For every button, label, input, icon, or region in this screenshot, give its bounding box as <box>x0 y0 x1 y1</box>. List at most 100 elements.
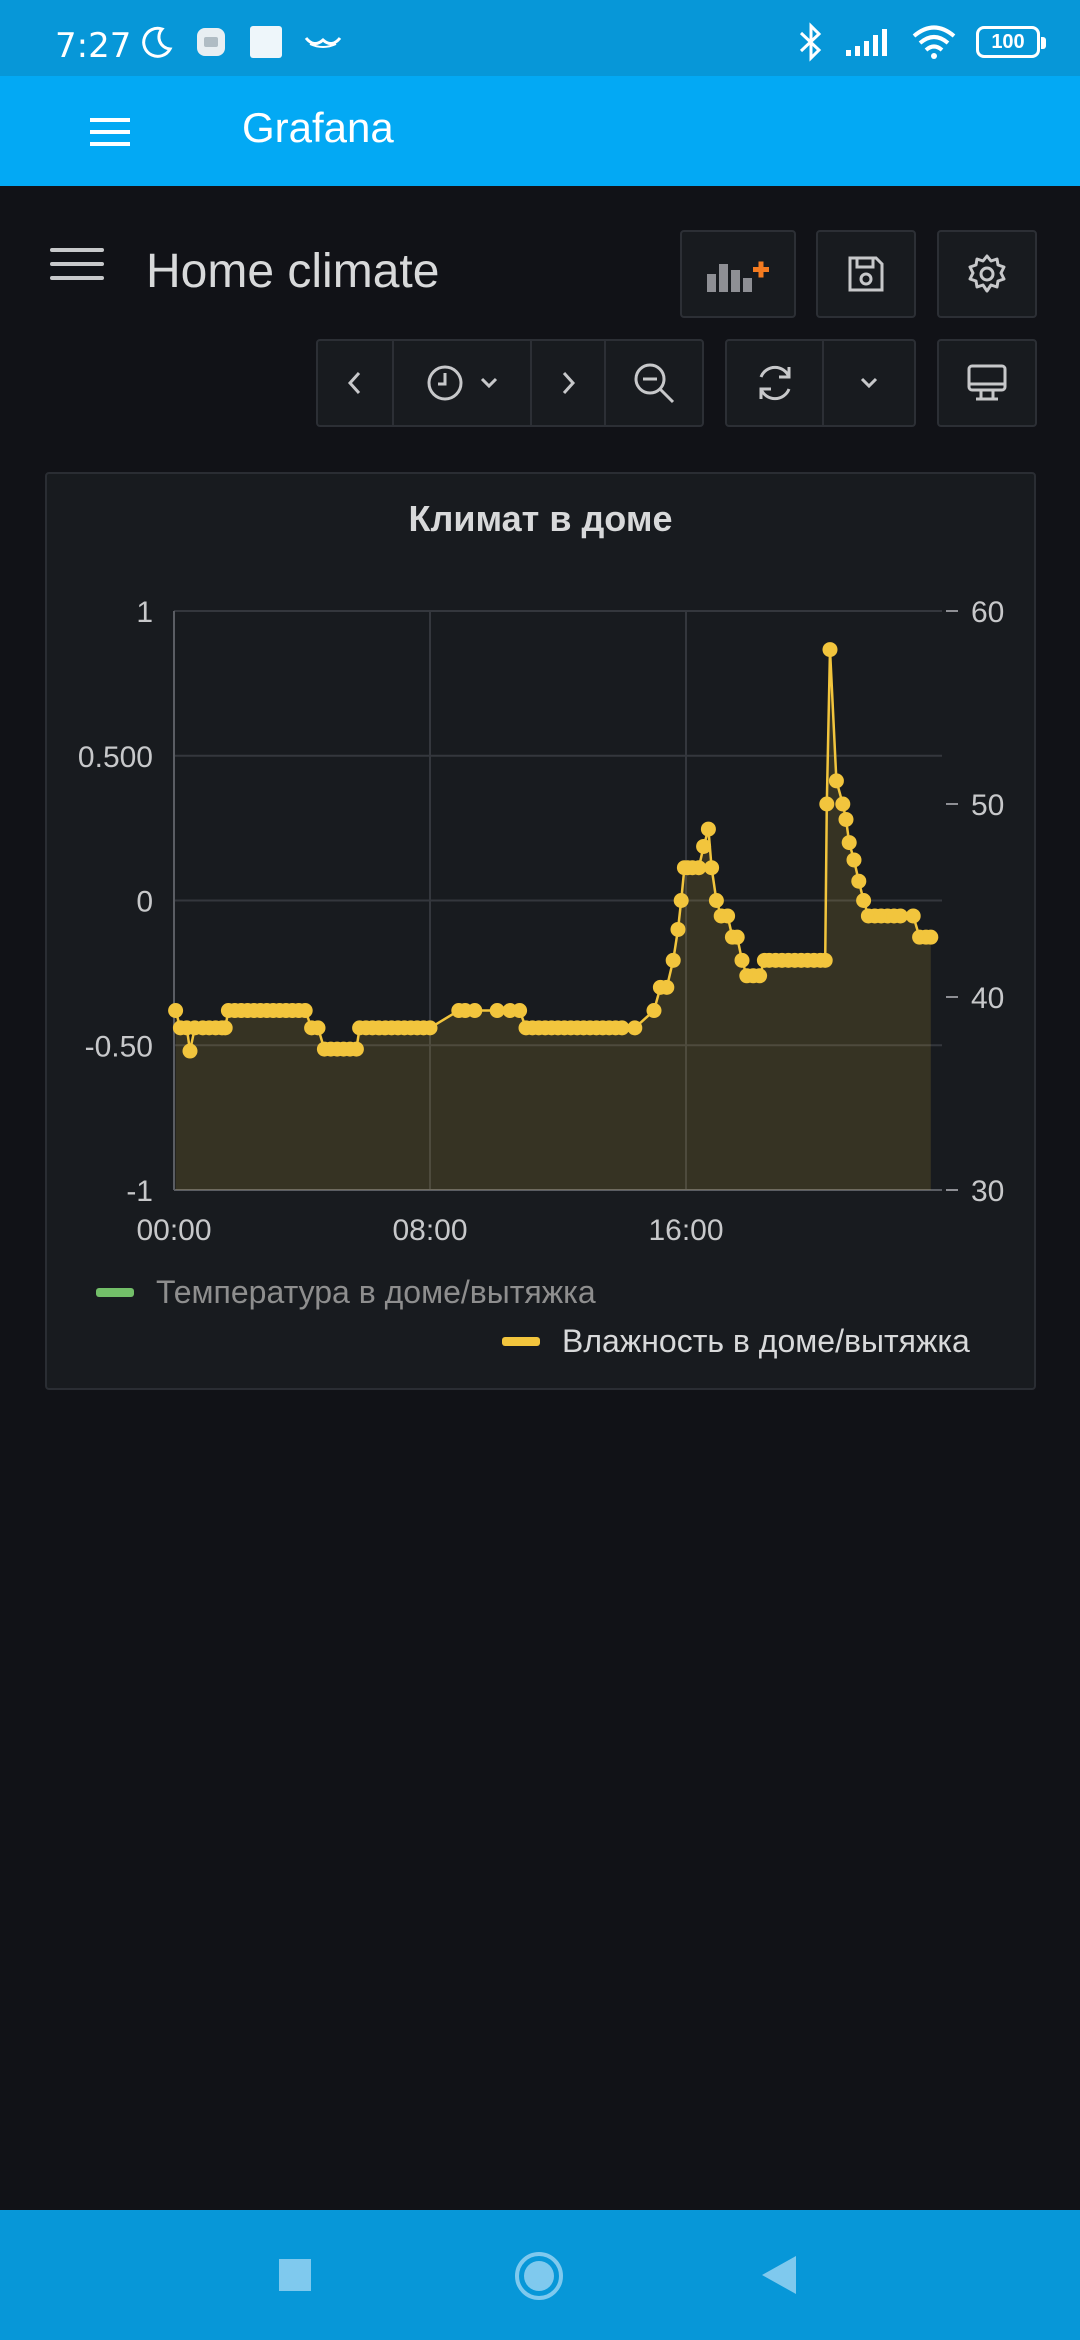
legend-swatch-temperature <box>96 1288 134 1297</box>
y-left-tick-label: 1 <box>136 596 153 629</box>
data-point <box>752 968 768 984</box>
climate-chart[interactable]: 1 0.500 0 -0.50 -1 00:00 08:00 16:00 60 50 40 30 <box>47 474 1038 1392</box>
time-forward-button[interactable] <box>532 341 606 425</box>
tv-mode-button[interactable] <box>937 339 1037 427</box>
bluetooth-icon <box>799 22 822 62</box>
data-point <box>822 642 838 658</box>
data-point <box>614 1020 630 1036</box>
zoom-out-icon <box>634 363 675 404</box>
chevron-down-icon <box>480 377 498 389</box>
back-icon[interactable] <box>760 2254 798 2296</box>
data-point <box>851 873 867 889</box>
status-bar: 7:27 100 <box>0 0 1080 76</box>
time-picker-group <box>316 339 704 427</box>
clock-icon <box>427 365 463 401</box>
y-right-tick-label: 50 <box>971 789 1004 822</box>
data-point <box>348 1041 364 1057</box>
panel-title[interactable]: Климат в доме <box>408 498 673 539</box>
data-point <box>489 1003 505 1019</box>
legend-item-temperature[interactable]: Температура в доме/вытяжка <box>96 1274 596 1311</box>
legend-label-humidity: Влажность в доме/вытяжка <box>562 1323 970 1359</box>
data-point <box>734 952 750 968</box>
time-forward-icon <box>562 371 576 395</box>
data-point <box>841 835 857 851</box>
data-point <box>838 811 854 827</box>
legend-swatch-humidity <box>502 1337 540 1346</box>
square-notification-icon <box>250 26 282 58</box>
x-tick-label: 00:00 <box>136 1214 211 1247</box>
time-back-button[interactable] <box>318 341 394 425</box>
data-point <box>819 796 835 812</box>
app-title: Grafana <box>242 104 394 151</box>
data-point <box>659 979 675 995</box>
moon-icon <box>142 26 173 58</box>
data-point <box>720 908 736 924</box>
y-right-tick-label: 60 <box>971 596 1004 629</box>
hamburger-menu-icon[interactable] <box>85 112 135 152</box>
data-point <box>704 860 720 876</box>
save-icon <box>848 256 884 292</box>
save-dashboard-button[interactable] <box>816 230 916 318</box>
home-icon[interactable] <box>513 2250 565 2302</box>
x-tick-label: 16:00 <box>648 1214 723 1247</box>
time-range-button[interactable] <box>394 341 532 425</box>
y-right-tick-label: 30 <box>971 1175 1004 1208</box>
data-point <box>700 821 716 837</box>
refresh-button[interactable] <box>727 341 824 425</box>
data-point <box>310 1020 326 1036</box>
y-left-tick-label: -0.50 <box>85 1030 153 1063</box>
data-point <box>691 860 707 876</box>
data-point <box>817 952 833 968</box>
data-point <box>217 1020 233 1036</box>
data-point <box>696 838 712 854</box>
y-right-tick-label: 40 <box>971 982 1004 1015</box>
signal-icon <box>846 29 887 56</box>
data-point <box>729 929 745 945</box>
series-area-1 <box>175 649 931 1190</box>
data-point <box>512 1003 528 1019</box>
mustache-icon <box>304 37 342 48</box>
recent-apps-icon[interactable] <box>278 2258 312 2292</box>
y-left-tick-label: 0 <box>136 886 153 919</box>
time-back-icon <box>347 371 361 395</box>
wifi-icon <box>912 25 956 59</box>
navigation-bar <box>0 2210 1080 2340</box>
notification-icon <box>197 28 225 56</box>
y-left-tick-label: 0.500 <box>78 741 153 774</box>
data-point <box>297 1003 313 1019</box>
dashboard-settings-button[interactable] <box>937 230 1037 318</box>
data-point <box>670 921 686 937</box>
add-panel-button[interactable] <box>680 230 796 318</box>
refresh-group <box>725 339 916 427</box>
legend-label-temperature: Температура в доме/вытяжка <box>156 1274 596 1310</box>
refresh-interval-button[interactable] <box>824 341 914 425</box>
y-left-tick-label: -1 <box>126 1175 153 1208</box>
zoom-out-button[interactable] <box>606 341 702 425</box>
data-point <box>665 952 681 968</box>
data-point <box>422 1020 438 1036</box>
data-point <box>467 1003 483 1019</box>
app-bar: Grafana <box>0 76 1080 186</box>
status-time: 7:27 <box>55 26 132 66</box>
refresh-icon <box>759 365 790 401</box>
battery-indicator: 100 <box>976 26 1046 58</box>
data-point <box>856 893 872 908</box>
data-point <box>182 1043 198 1059</box>
tv-mode-icon <box>967 364 1007 401</box>
data-point <box>905 908 921 924</box>
data-point <box>846 852 862 868</box>
data-point <box>708 893 724 908</box>
data-point <box>923 929 939 945</box>
data-point <box>835 796 851 812</box>
data-point <box>646 1003 662 1019</box>
dashboard-title: Home climate <box>146 245 440 298</box>
add-panel-icon <box>707 261 769 292</box>
data-point <box>627 1020 643 1036</box>
chart-panel: Климат в доме 1 0.500 0 -0.50 -1 00:00 08:00 16… <box>45 472 1036 1390</box>
dashboard-menu-icon[interactable] <box>48 244 106 284</box>
data-point <box>828 773 844 789</box>
legend-item-humidity[interactable]: Влажность в доме/вытяжка <box>502 1323 970 1360</box>
settings-icon <box>968 254 1006 293</box>
x-tick-label: 08:00 <box>392 1214 467 1247</box>
data-point <box>673 893 689 908</box>
